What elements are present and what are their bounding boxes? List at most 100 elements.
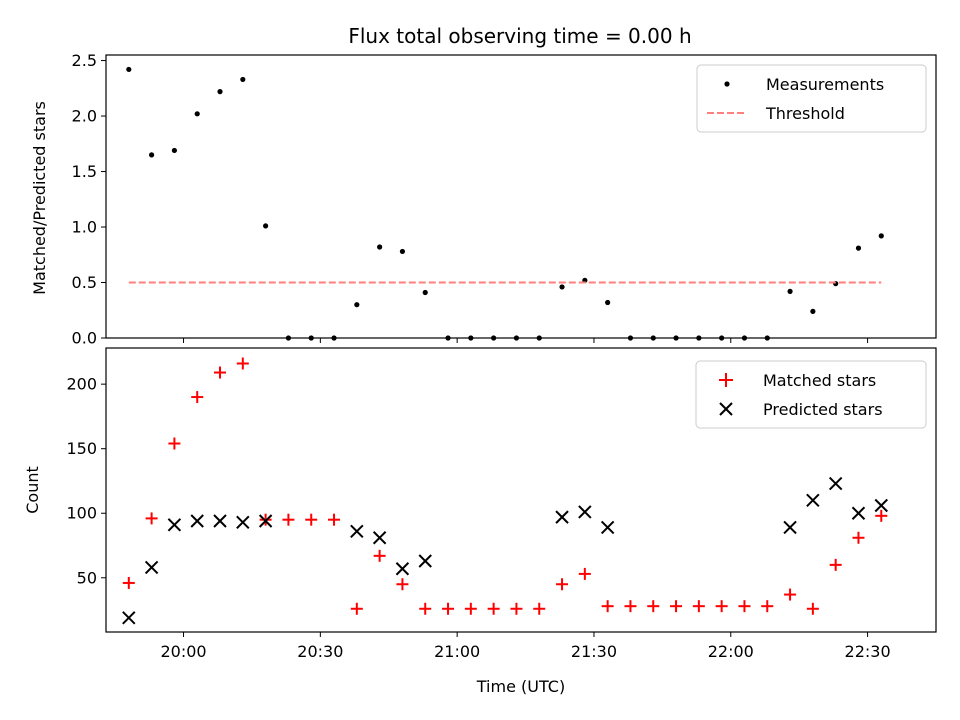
top-y-tick-label: 1.0 [72, 218, 97, 237]
legend-matched-marker [719, 373, 733, 387]
predicted-star-point [600, 520, 615, 535]
predicted-star-stroke [828, 476, 843, 491]
predicted-star-point [395, 562, 410, 576]
predicted-star-stroke [600, 520, 615, 535]
matched-star-point [487, 602, 500, 615]
predicted-star-stroke [236, 515, 250, 529]
matched-star-point [510, 602, 523, 615]
predicted-star-point [828, 476, 843, 491]
predicted-star-point [213, 514, 227, 528]
top-y-tick-label: 0.0 [72, 329, 97, 348]
top-panel: Flux total observing time = 0.00 h Match… [30, 24, 937, 348]
predicted-star-stroke [806, 493, 820, 508]
predicted-star-stroke [190, 514, 204, 528]
measurement-point [149, 152, 155, 158]
predicted-star-point [783, 520, 797, 535]
predicted-star-point [874, 498, 888, 513]
bottom-x-axis-label: Time (UTC) [476, 677, 565, 696]
matched-star-point [784, 588, 797, 601]
legend-predicted-label: Predicted stars [763, 400, 883, 419]
matched-star-point [692, 600, 705, 613]
measurement-point [605, 299, 611, 306]
bottom-plot-marks [122, 357, 888, 625]
matched-star-point [829, 558, 842, 571]
bottom-axes-ticks: 50 100 150 200 20:00 20:30 21:00 21:30 22:00 22:3… [66, 375, 890, 661]
predicted-star-point [144, 560, 159, 575]
bottom-y-tick-label: 200 [66, 375, 97, 394]
predicted-star-stroke [167, 518, 182, 532]
matched-star-point [350, 602, 363, 615]
top-axes-ticks: 0.0 0.5 1.0 1.5 2.0 2.5 [72, 51, 869, 348]
matched-star-point [761, 600, 774, 613]
predicted-star-point [806, 493, 820, 508]
matched-star-point [533, 602, 546, 615]
bottom-x-tick-label: 21:30 [571, 642, 617, 661]
predicted-star-stroke [874, 498, 888, 513]
matched-star-point [236, 357, 249, 370]
matched-star-point [715, 600, 728, 613]
matched-star-point [373, 549, 386, 562]
top-legend: Measurements Threshold [696, 64, 927, 133]
top-y-tick-label: 0.5 [72, 273, 97, 292]
predicted-star-point [418, 554, 432, 568]
measurement-point [787, 288, 793, 294]
top-y-axis-label: Matched/Predicted stars [30, 101, 49, 295]
matched-star-point [578, 567, 591, 580]
bottom-y-tick-label: 50 [77, 568, 97, 587]
measurement-point [377, 244, 383, 250]
matched-star-point [464, 602, 477, 615]
predicted-star-stroke [395, 562, 410, 576]
predicted-star-point [258, 514, 273, 528]
measurement-point [126, 66, 132, 73]
matched-star-point [670, 600, 683, 613]
predicted-star-point [372, 531, 387, 545]
measurement-point [240, 76, 246, 83]
matched-star-point [419, 602, 432, 615]
matched-star-point [852, 531, 865, 544]
predicted-star-stroke [122, 611, 136, 625]
measurement-point [171, 147, 178, 154]
measurement-point [422, 289, 428, 296]
top-legend-box [696, 64, 927, 133]
top-y-tick-label: 1.5 [72, 162, 97, 181]
predicted-star-stroke [350, 524, 364, 539]
predicted-star-point [236, 515, 250, 529]
legend-measurements-marker [724, 81, 730, 87]
bottom-x-tick-label: 20:30 [297, 642, 343, 661]
predicted-star-stroke [555, 510, 569, 524]
predicted-star-stroke [851, 506, 866, 520]
matched-star-point [145, 512, 158, 525]
measurement-point [354, 302, 360, 308]
bottom-y-axis-label: Count [23, 466, 42, 514]
bottom-x-tick-label: 22:30 [845, 642, 891, 661]
matched-star-point [601, 600, 614, 613]
bottom-legend-box [695, 360, 927, 429]
predicted-star-point [851, 506, 866, 520]
legend-measurements-label: Measurements [766, 75, 884, 94]
measurement-point [217, 89, 223, 95]
matched-star-point [191, 391, 204, 404]
top-plot-marks [126, 66, 884, 341]
legend-matched-label: Matched stars [763, 371, 876, 390]
measurement-point [878, 233, 884, 239]
legend-threshold-label: Threshold [765, 104, 845, 123]
predicted-star-stroke [783, 520, 797, 535]
matched-star-point [738, 600, 751, 613]
measurement-point [263, 223, 269, 229]
predicted-star-point [167, 518, 182, 532]
matched-star-point [647, 600, 660, 613]
matched-star-point [396, 578, 409, 591]
measurement-point [810, 308, 816, 314]
matched-star-point [282, 513, 295, 526]
top-axes-frame [105, 54, 937, 339]
legend-predicted-marker [719, 402, 733, 416]
matched-star-point [122, 576, 135, 589]
predicted-star-point [578, 505, 592, 519]
predicted-star-stroke [578, 505, 592, 519]
bottom-y-tick-label: 150 [66, 439, 97, 458]
measurement-point [855, 245, 862, 251]
measurement-point [559, 284, 565, 290]
matched-star-point [875, 509, 888, 522]
bottom-axes-frame [105, 347, 937, 633]
